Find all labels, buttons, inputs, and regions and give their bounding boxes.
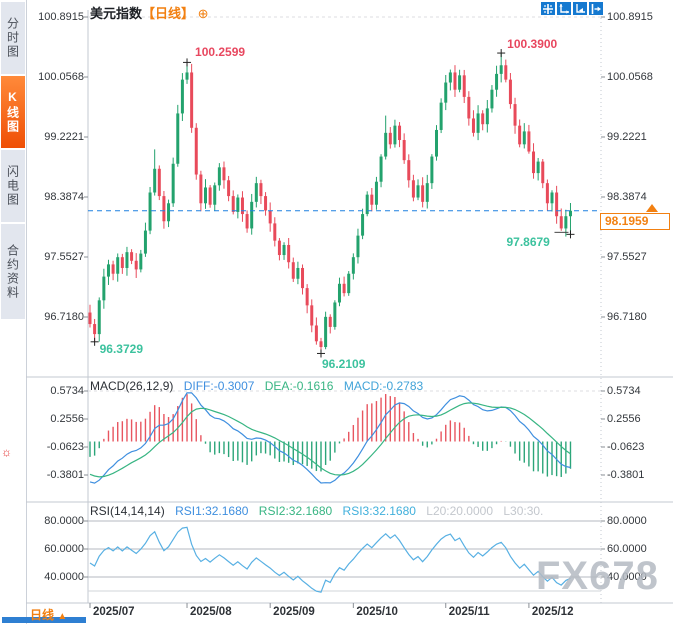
date-label: 2025/12 (531, 606, 574, 618)
axis-label: -0.0623 (607, 441, 645, 453)
date-label: 2025/08 (190, 606, 232, 618)
axis-label: 97.5527 (44, 251, 84, 263)
macd-diff-value: DIFF:-0.3007 (183, 379, 255, 393)
price-annotation: 100.3900 (507, 37, 558, 52)
axis-label: 40.0000 (607, 571, 647, 583)
sidebar-tab-timeshare[interactable]: 分时图 (1, 2, 25, 74)
sidebar-divider (26, 0, 27, 624)
axis-label: 98.3874 (44, 191, 84, 203)
sidebar: 分时图 K线图 闪电图 合约资料 ☼ (0, 0, 26, 624)
period-arrow-icon: ▲ (57, 611, 68, 622)
axis-label: 98.3874 (607, 191, 647, 203)
axis-label: 100.0568 (38, 71, 84, 83)
axis-label: 60.0000 (607, 543, 647, 555)
axis-scale-filled-icon[interactable] (573, 2, 587, 15)
rsi3-value: RSI3:32.1680 (342, 504, 416, 518)
axis-label: 99.2221 (607, 131, 647, 143)
axis-label: 60.0000 (44, 543, 84, 555)
date-label: 2025/09 (273, 606, 315, 618)
scrollbar-strip[interactable] (2, 617, 86, 623)
watermark: FX678 (536, 554, 659, 598)
add-indicator-icon[interactable]: ⊕ (197, 6, 209, 21)
chart-title: 美元指数【日线】 ⊕ (90, 3, 209, 22)
indicator-settings-icon[interactable]: ☼ (1, 445, 12, 459)
date-label: 2025/11 (448, 606, 490, 618)
axis-label: 0.5734 (607, 385, 641, 397)
rsi-header: RSI(14,14,14) RSI1:32.1680 RSI2:32.1680 … (90, 504, 550, 518)
price-annotation: 97.8679 (506, 235, 550, 250)
axis-label: 96.7180 (607, 311, 647, 323)
sidebar-tab-contract-info[interactable]: 合约资料 (1, 224, 25, 319)
sidebar-tab-lightning[interactable]: 闪电图 (1, 150, 25, 222)
axis-label: 100.8915 (607, 11, 653, 23)
crosshair-move-icon[interactable] (541, 2, 555, 15)
date-label: 2025/10 (356, 606, 398, 618)
price-annotation: 96.2109 (322, 357, 366, 372)
axis-label: 40.0000 (44, 571, 84, 583)
sidebar-tab-kline[interactable]: K线图 (1, 76, 25, 148)
rsi-l20-value: L20:20.0000 (426, 504, 493, 518)
period-tag: 【日线】 (142, 6, 195, 21)
price-annotation: 96.3729 (99, 341, 143, 356)
axis-scale-icon[interactable] (557, 2, 571, 15)
date-label: 2025/07 (93, 606, 135, 618)
axis-label: 100.8915 (38, 11, 84, 23)
period-selector[interactable]: 日线 ▲ (30, 606, 67, 623)
price-annotation: 100.2599 (195, 45, 246, 60)
axis-label: -0.3801 (607, 469, 645, 481)
axis-label: 0.2556 (607, 412, 641, 425)
axis-label: -0.0623 (46, 441, 84, 453)
axis-label: 80.0000 (44, 515, 84, 527)
current-price-box: 98.1959 (600, 213, 670, 230)
price-up-arrow-icon (646, 204, 658, 212)
rsi-l30-value: L30:30. (503, 504, 544, 518)
axis-label: 100.0568 (607, 71, 653, 83)
chart-toolbar (541, 2, 603, 15)
instrument-name: 美元指数 (90, 6, 143, 21)
axis-label: 97.5527 (607, 251, 647, 263)
rsi2-value: RSI2:32.1680 (258, 504, 333, 518)
axis-label: 99.2221 (44, 131, 84, 143)
axis-label: 80.0000 (607, 515, 647, 527)
macd-macd-value: MACD:-0.2783 (343, 379, 424, 393)
rsi1-value: RSI1:32.1680 (175, 504, 249, 518)
axis-label: 96.7180 (44, 311, 84, 323)
rsi-name: RSI(14,14,14) (90, 504, 165, 518)
collapse-panel-icon[interactable] (589, 2, 603, 15)
macd-name: MACD(26,12,9) (90, 379, 174, 393)
period-label: 日线 (30, 608, 55, 622)
macd-header: MACD(26,12,9) DIFF:-0.3007 DEA:-0.1616 M… (90, 379, 430, 393)
axis-label: 0.5734 (50, 385, 84, 397)
axis-label: 0.2556 (50, 412, 84, 425)
axis-label: -0.3801 (46, 469, 84, 481)
macd-dea-value: DEA:-0.1616 (264, 379, 334, 393)
